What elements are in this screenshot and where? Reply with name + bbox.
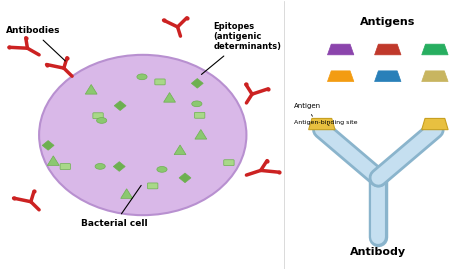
Polygon shape	[121, 189, 133, 198]
Polygon shape	[374, 71, 401, 82]
Polygon shape	[422, 44, 448, 55]
Polygon shape	[195, 130, 207, 139]
Polygon shape	[328, 71, 354, 82]
Polygon shape	[114, 101, 126, 110]
Polygon shape	[179, 173, 191, 183]
Text: Antigen: Antigen	[293, 103, 321, 116]
Polygon shape	[191, 79, 203, 88]
Polygon shape	[422, 119, 448, 130]
FancyBboxPatch shape	[155, 79, 165, 85]
FancyBboxPatch shape	[224, 160, 234, 166]
Circle shape	[97, 117, 107, 123]
Polygon shape	[174, 145, 186, 155]
Polygon shape	[113, 162, 125, 171]
Text: Antigens: Antigens	[360, 18, 416, 28]
Polygon shape	[422, 71, 448, 82]
Text: Antigen-binding site: Antigen-binding site	[293, 120, 357, 125]
Text: Antibodies: Antibodies	[6, 26, 65, 61]
Polygon shape	[47, 156, 59, 166]
FancyBboxPatch shape	[147, 183, 158, 189]
Text: Epitopes
(antigenic
determinants): Epitopes (antigenic determinants)	[201, 22, 282, 75]
FancyBboxPatch shape	[93, 113, 103, 119]
Text: Antibody: Antibody	[350, 247, 406, 257]
Polygon shape	[309, 119, 335, 130]
Circle shape	[95, 164, 105, 169]
Polygon shape	[42, 141, 54, 150]
Circle shape	[192, 101, 202, 107]
Polygon shape	[328, 44, 354, 55]
Circle shape	[137, 74, 147, 80]
Polygon shape	[85, 85, 97, 94]
Text: Bacterial cell: Bacterial cell	[82, 185, 148, 228]
Circle shape	[157, 167, 167, 172]
Polygon shape	[164, 93, 175, 102]
FancyBboxPatch shape	[194, 112, 205, 118]
FancyBboxPatch shape	[60, 164, 71, 170]
Ellipse shape	[39, 55, 246, 215]
Polygon shape	[374, 44, 401, 55]
